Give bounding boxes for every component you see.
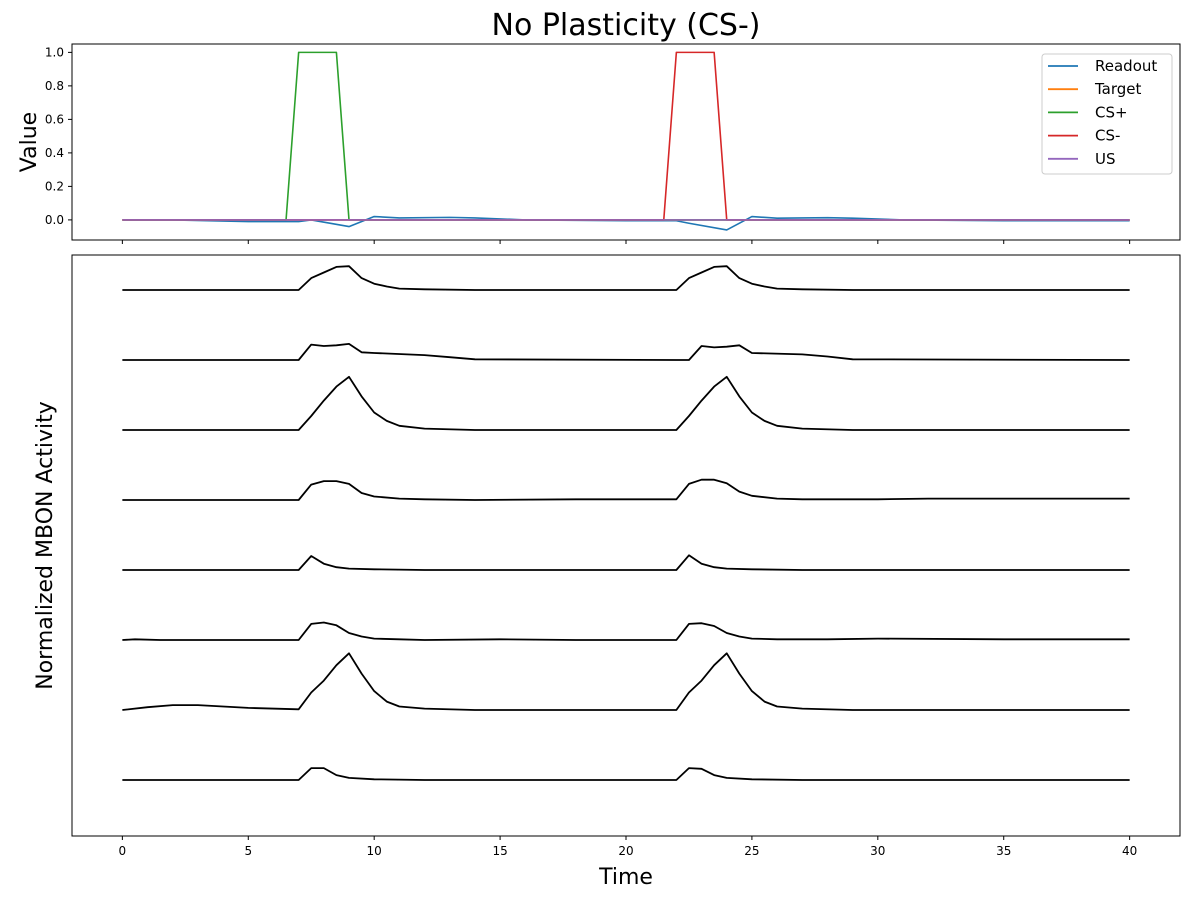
top-y-tick-label: 0.2: [45, 179, 64, 193]
top-x-ticks: [121, 240, 1131, 244]
legend-label: US: [1095, 150, 1116, 168]
bottom-x-tick-label: 40: [1122, 844, 1137, 858]
mbon-trace-4: [122, 478, 1130, 501]
bottom-x-tick-label: 20: [618, 844, 633, 858]
top-y-tick-label: 0.0: [45, 213, 64, 227]
mbon-trace-2: [122, 342, 1130, 361]
top-plot-frame: [71, 43, 1181, 241]
bottom-x-tick-label: 30: [870, 844, 885, 858]
bottom-plot-frame: [71, 254, 1181, 837]
legend: Readout Target CS+ CS- US: [1041, 53, 1173, 175]
bottom-x-tick-label: 25: [744, 844, 759, 858]
bottom-x-tick-label: 0: [119, 844, 127, 858]
mbon-trace-6: [122, 621, 1130, 641]
legend-label: Readout: [1095, 57, 1157, 75]
top-y-tick-label: 0.6: [45, 112, 64, 126]
top-y-tick-label: 1.0: [45, 45, 64, 59]
legend-label: Target: [1094, 80, 1142, 98]
mbon-trace-1: [122, 265, 1130, 291]
bottom-y-axis-label: Normalized MBON Activity: [33, 401, 58, 689]
bottom-x-tick-label: 5: [244, 844, 252, 858]
figure-title: No Plasticity (CS-): [492, 8, 761, 43]
mbon-trace-7: [122, 652, 1130, 711]
top-axes: 0.0 0.2 0.4 0.6 0.8 1.0 Value Readout Target CS…: [17, 43, 1181, 244]
top-y-axis-label: Value: [17, 112, 42, 172]
bottom-x-tick-label: 15: [492, 844, 507, 858]
series-line-cs-minus: [122, 51, 1130, 221]
bottom-x-ticks: 0 5 10 15 20 25 30 35 40: [119, 836, 1137, 858]
bottom-x-tick-label: 35: [996, 844, 1011, 858]
top-y-tick-label: 0.8: [45, 79, 64, 93]
top-y-ticks: 0.0 0.2 0.4 0.6 0.8 1.0: [45, 45, 72, 227]
x-axis-label: Time: [598, 865, 653, 890]
series-line-cs-minus: [122, 51, 1130, 221]
legend-box: [1041, 53, 1173, 175]
bottom-axes: 0 5 10 15 20 25 30 35 40 Time Normalized MBON Ac…: [33, 254, 1181, 890]
legend-label: CS-: [1095, 127, 1120, 145]
top-y-tick-label: 0.4: [45, 146, 64, 160]
series-line-readout: [122, 215, 1130, 231]
legend-entries: Readout Target CS+ CS- US: [1048, 57, 1157, 168]
mbon-trace-3: [122, 375, 1130, 431]
mbon-trace-8: [122, 767, 1130, 781]
bottom-x-tick-label: 10: [367, 844, 382, 858]
mbon-trace-5: [122, 554, 1130, 571]
top-series-lines: [122, 51, 1130, 231]
mbon-traces: [122, 265, 1130, 781]
legend-label: CS+: [1095, 103, 1128, 121]
